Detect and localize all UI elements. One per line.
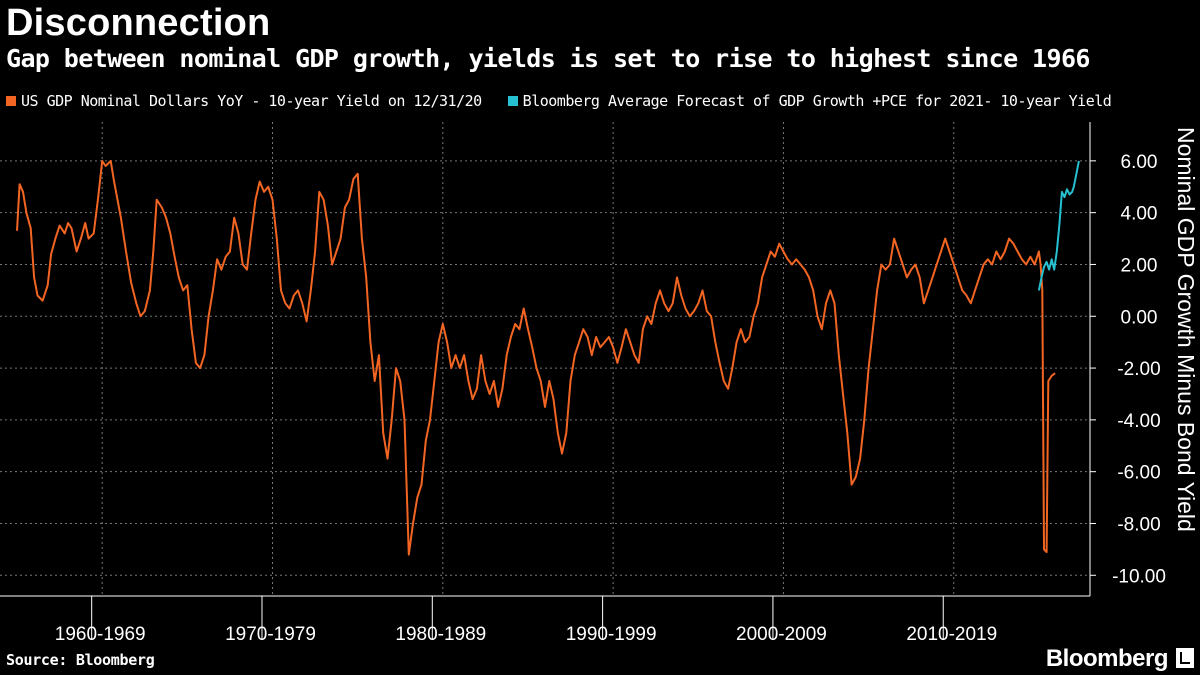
data-series — [16, 159, 1080, 556]
series-line-actual — [16, 159, 1056, 556]
x-tick-label: 2000-2009 — [736, 624, 827, 645]
y-axis-label-wrap: Nominal GDP Growth Minus Bond Yield — [1171, 127, 1200, 587]
legend-swatch-forecast — [507, 96, 518, 106]
brand-terminal-icon — [1176, 648, 1194, 668]
chart-title: Disconnection — [6, 2, 271, 44]
x-tick-label: 1980-1989 — [395, 624, 486, 645]
x-tick-label: 1970-1979 — [225, 624, 316, 645]
legend-swatch-actual — [6, 96, 16, 106]
x-tick-label: 2010-2019 — [906, 624, 997, 645]
x-tick-label: 1990-1999 — [566, 624, 657, 645]
y-tick-label: -10.00 — [1112, 566, 1166, 587]
source-note: Source: Bloomberg — [6, 651, 155, 669]
tick-labels: 6.00 4.00 2.00 0.00 -2.00 -4.00 -6.00 -8.00 -10.… — [55, 152, 1166, 645]
chart-legend: US GDP Nominal Dollars YoY - 10-year Yie… — [6, 92, 1112, 110]
y-tick-label: 4.00 — [1121, 204, 1158, 225]
grid-lines — [0, 122, 1090, 596]
brand-logo-text: Bloomberg — [1045, 645, 1169, 672]
legend-item-actual: US GDP Nominal Dollars YoY - 10-year Yie… — [6, 92, 482, 110]
y-tick-label: -2.00 — [1117, 359, 1160, 380]
y-tick-label: 0.00 — [1121, 307, 1158, 328]
y-tick-label: 6.00 — [1121, 152, 1158, 173]
y-tick-label: -6.00 — [1117, 463, 1160, 484]
y-axis-label: Nominal GDP Growth Minus Bond Yield — [1173, 127, 1199, 532]
chart-subtitle: Gap between nominal GDP growth, yields i… — [6, 44, 1090, 73]
axes — [0, 122, 1096, 640]
legend-label-actual: US GDP Nominal Dollars YoY - 10-year Yie… — [21, 92, 482, 110]
legend-label-forecast: Bloomberg Average Forecast of GDP Growth… — [522, 92, 1112, 110]
series-line-forecast — [1037, 160, 1080, 291]
y-tick-label: -4.00 — [1117, 411, 1160, 432]
x-tick-label: 1960-1969 — [55, 624, 146, 645]
legend-item-forecast: Bloomberg Average Forecast of GDP Growth… — [507, 92, 1112, 110]
y-tick-label: 2.00 — [1121, 255, 1158, 276]
y-tick-label: -8.00 — [1117, 514, 1160, 535]
